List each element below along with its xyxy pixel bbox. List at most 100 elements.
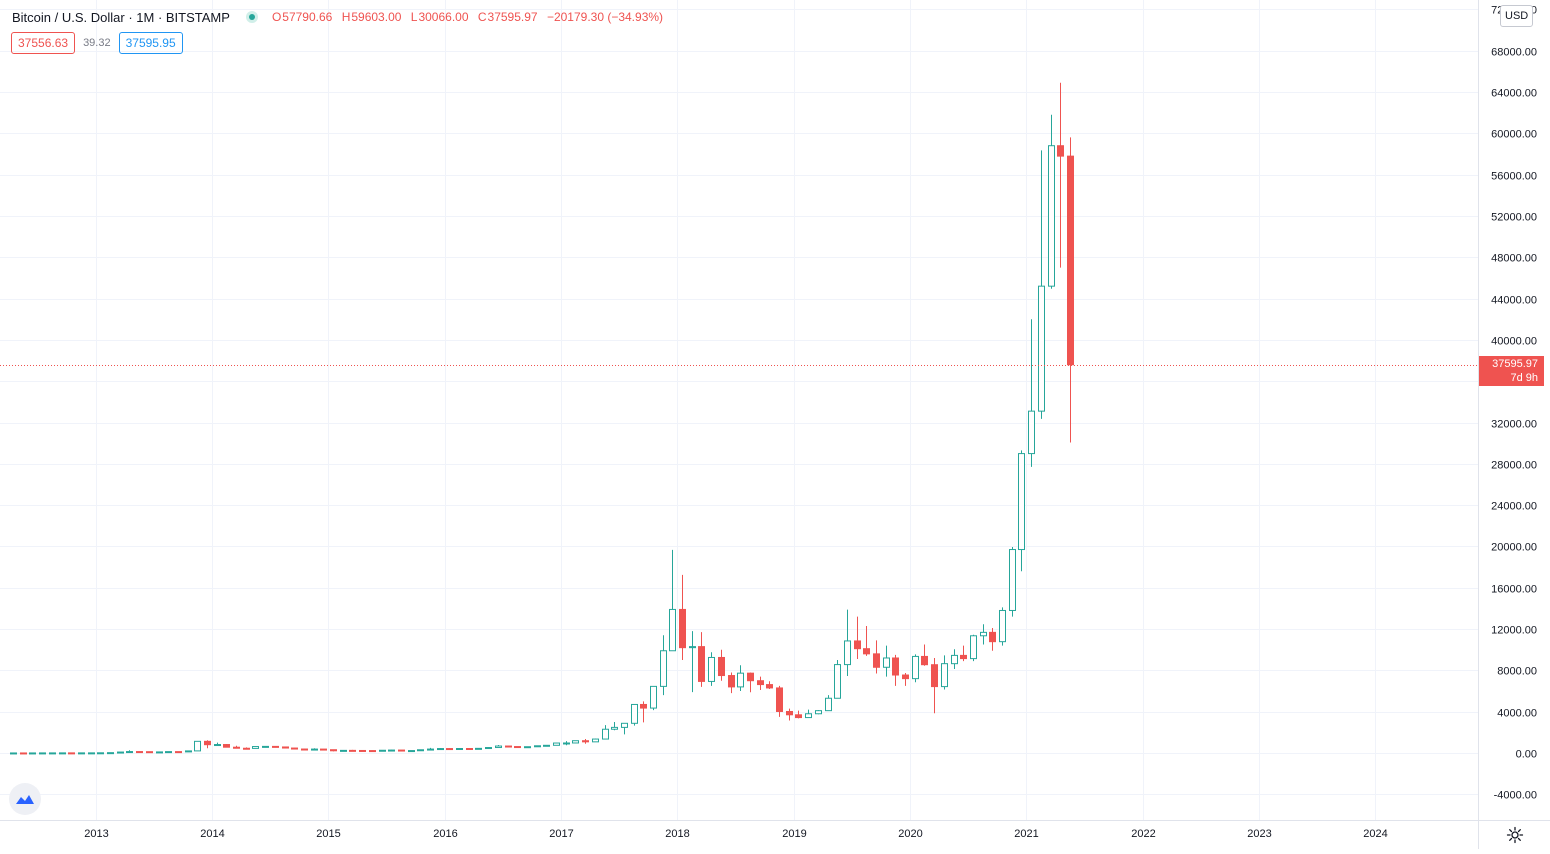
- candle[interactable]: [1038, 150, 1045, 419]
- candle[interactable]: [854, 616, 861, 660]
- candle[interactable]: [291, 747, 298, 750]
- candle[interactable]: [863, 625, 870, 656]
- candle[interactable]: [349, 749, 356, 752]
- candle[interactable]: [660, 635, 667, 696]
- candle[interactable]: [136, 751, 143, 754]
- candle[interactable]: [873, 640, 880, 674]
- candle[interactable]: [621, 722, 628, 735]
- candle[interactable]: [1067, 137, 1074, 443]
- candle[interactable]: [10, 752, 17, 755]
- candle[interactable]: [534, 745, 541, 748]
- gear-icon[interactable]: [1504, 824, 1526, 846]
- candle[interactable]: [78, 752, 85, 755]
- candle[interactable]: [912, 654, 919, 683]
- candle[interactable]: [446, 748, 453, 751]
- candle[interactable]: [204, 740, 211, 749]
- candle[interactable]: [272, 745, 279, 748]
- candle[interactable]: [757, 676, 764, 690]
- candle[interactable]: [388, 749, 395, 752]
- candle[interactable]: [398, 749, 405, 752]
- symbol-legend[interactable]: Bitcoin / U.S. Dollar · 1M · BITSTAMP O5…: [12, 7, 663, 27]
- candle[interactable]: [553, 742, 560, 746]
- candle[interactable]: [563, 741, 570, 746]
- candle[interactable]: [689, 631, 696, 693]
- candle[interactable]: [679, 574, 686, 661]
- candle[interactable]: [980, 624, 987, 645]
- candle[interactable]: [466, 748, 473, 751]
- candle[interactable]: [1028, 319, 1035, 467]
- candle[interactable]: [175, 751, 182, 754]
- candle[interactable]: [126, 750, 133, 754]
- candle[interactable]: [776, 685, 783, 717]
- candle[interactable]: [117, 751, 124, 754]
- candle[interactable]: [427, 747, 434, 751]
- candle[interactable]: [320, 748, 327, 751]
- candle[interactable]: [825, 695, 832, 712]
- candle[interactable]: [592, 738, 599, 743]
- candle[interactable]: [640, 701, 647, 723]
- candle[interactable]: [359, 749, 366, 752]
- candle[interactable]: [844, 609, 851, 677]
- candle[interactable]: [301, 748, 308, 751]
- candle[interactable]: [475, 747, 482, 750]
- candle[interactable]: [728, 672, 735, 694]
- candle[interactable]: [631, 703, 638, 726]
- candle[interactable]: [747, 672, 754, 693]
- candle[interactable]: [88, 752, 95, 755]
- candle[interactable]: [572, 740, 579, 744]
- candle[interactable]: [514, 746, 521, 749]
- candle[interactable]: [602, 725, 609, 740]
- candle[interactable]: [1018, 450, 1025, 572]
- candle[interactable]: [786, 708, 793, 721]
- candle[interactable]: [233, 745, 240, 749]
- candle[interactable]: [379, 749, 386, 752]
- candle[interactable]: [582, 739, 589, 744]
- candle[interactable]: [815, 710, 822, 715]
- candle[interactable]: [795, 710, 802, 719]
- candle[interactable]: [485, 747, 492, 750]
- candle[interactable]: [185, 750, 192, 753]
- candle[interactable]: [59, 752, 66, 755]
- candle[interactable]: [941, 655, 948, 690]
- candle[interactable]: [718, 649, 725, 681]
- candle[interactable]: [902, 672, 909, 686]
- candle[interactable]: [262, 745, 269, 748]
- candle[interactable]: [223, 744, 230, 748]
- candle[interactable]: [1009, 546, 1016, 617]
- candle[interactable]: [505, 745, 512, 748]
- candle[interactable]: [68, 752, 75, 755]
- candle[interactable]: [97, 752, 104, 755]
- candle[interactable]: [1057, 82, 1064, 268]
- candle[interactable]: [437, 748, 444, 751]
- candle[interactable]: [417, 749, 424, 752]
- candle[interactable]: [243, 747, 250, 750]
- candle[interactable]: [456, 748, 463, 751]
- candle[interactable]: [165, 751, 172, 754]
- candle[interactable]: [611, 722, 618, 731]
- candle[interactable]: [970, 634, 977, 662]
- candle[interactable]: [805, 709, 812, 719]
- candle[interactable]: [146, 751, 153, 754]
- candle[interactable]: [1048, 114, 1055, 289]
- candle[interactable]: [340, 749, 347, 752]
- candle[interactable]: [708, 652, 715, 686]
- tradingview-logo-icon[interactable]: [9, 783, 41, 815]
- candle[interactable]: [49, 752, 56, 755]
- candle[interactable]: [29, 752, 36, 755]
- candle[interactable]: [737, 665, 744, 692]
- candle[interactable]: [669, 549, 676, 652]
- bid-price-button[interactable]: 37556.63: [11, 32, 76, 54]
- candle[interactable]: [951, 649, 958, 670]
- candle[interactable]: [369, 750, 376, 753]
- candle[interactable]: [999, 607, 1006, 646]
- candle[interactable]: [495, 744, 502, 749]
- candle[interactable]: [698, 632, 705, 687]
- candle[interactable]: [282, 746, 289, 749]
- ask-price-button[interactable]: 37595.95: [118, 32, 183, 54]
- candle[interactable]: [989, 628, 996, 651]
- candle[interactable]: [960, 645, 967, 662]
- candle[interactable]: [214, 742, 221, 747]
- candle[interactable]: [194, 740, 201, 752]
